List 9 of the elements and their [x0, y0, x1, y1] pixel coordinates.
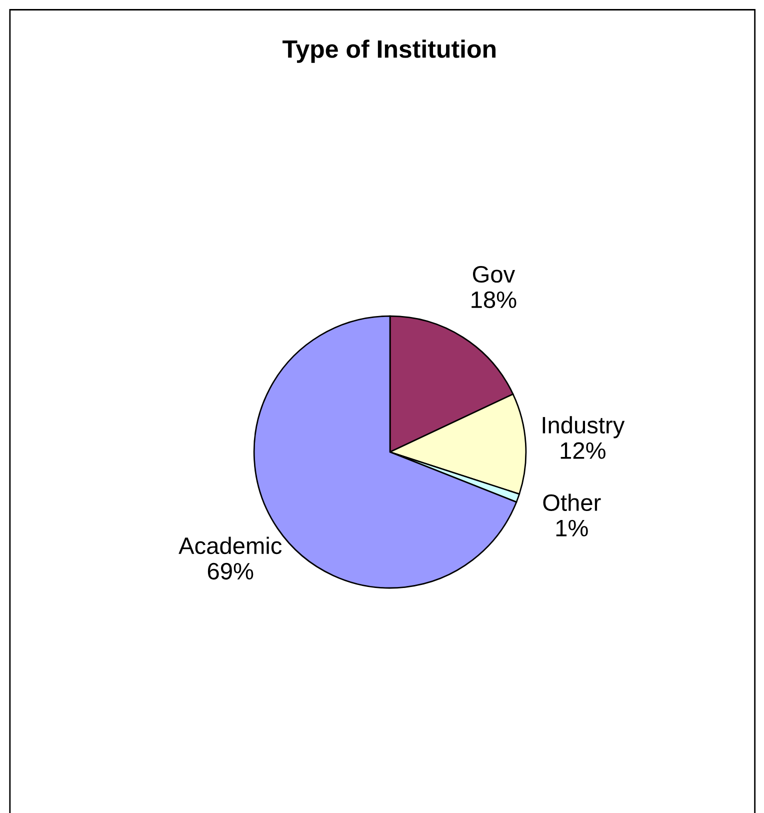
chart-title: Type of Institution [282, 40, 496, 63]
slice-label: Industry [542, 416, 625, 438]
slice-label: Gov [472, 266, 516, 283]
slice-label: Academic [178, 536, 282, 554]
data-label: 69% [208, 562, 254, 580]
slice-label: Other [543, 494, 601, 512]
data-label: 1% [556, 520, 588, 536]
data-label: 18% [472, 291, 516, 308]
data-label: 12% [560, 442, 606, 459]
